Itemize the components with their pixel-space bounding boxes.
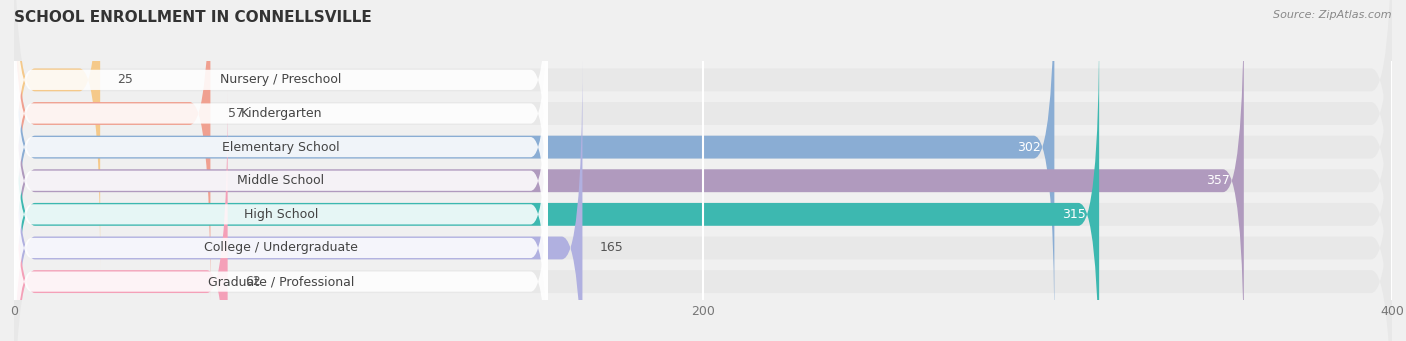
Text: 302: 302 xyxy=(1017,140,1040,153)
FancyBboxPatch shape xyxy=(14,0,548,238)
FancyBboxPatch shape xyxy=(14,0,1392,337)
Text: 57: 57 xyxy=(228,107,243,120)
FancyBboxPatch shape xyxy=(14,91,228,341)
Text: SCHOOL ENROLLMENT IN CONNELLSVILLE: SCHOOL ENROLLMENT IN CONNELLSVILLE xyxy=(14,10,371,25)
Text: 165: 165 xyxy=(599,241,623,254)
FancyBboxPatch shape xyxy=(14,90,548,341)
Text: Elementary School: Elementary School xyxy=(222,140,340,153)
FancyBboxPatch shape xyxy=(14,0,548,305)
Text: 315: 315 xyxy=(1062,208,1085,221)
FancyBboxPatch shape xyxy=(14,0,100,270)
FancyBboxPatch shape xyxy=(14,0,1392,270)
FancyBboxPatch shape xyxy=(14,0,1392,304)
Text: 357: 357 xyxy=(1206,174,1230,187)
Text: Kindergarten: Kindergarten xyxy=(240,107,322,120)
FancyBboxPatch shape xyxy=(14,24,1099,341)
FancyBboxPatch shape xyxy=(14,58,582,341)
FancyBboxPatch shape xyxy=(14,123,548,341)
FancyBboxPatch shape xyxy=(14,0,1244,341)
Text: 62: 62 xyxy=(245,275,260,288)
FancyBboxPatch shape xyxy=(14,0,211,304)
Text: 25: 25 xyxy=(118,73,134,86)
Text: Source: ZipAtlas.com: Source: ZipAtlas.com xyxy=(1274,10,1392,20)
FancyBboxPatch shape xyxy=(14,0,548,271)
FancyBboxPatch shape xyxy=(14,0,1054,337)
FancyBboxPatch shape xyxy=(14,23,548,339)
Text: Graduate / Professional: Graduate / Professional xyxy=(208,275,354,288)
FancyBboxPatch shape xyxy=(14,58,1392,341)
FancyBboxPatch shape xyxy=(14,91,1392,341)
Text: Nursery / Preschool: Nursery / Preschool xyxy=(221,73,342,86)
FancyBboxPatch shape xyxy=(14,56,548,341)
Text: Middle School: Middle School xyxy=(238,174,325,187)
FancyBboxPatch shape xyxy=(14,0,1392,341)
FancyBboxPatch shape xyxy=(14,24,1392,341)
Text: College / Undergraduate: College / Undergraduate xyxy=(204,241,359,254)
Text: High School: High School xyxy=(243,208,318,221)
